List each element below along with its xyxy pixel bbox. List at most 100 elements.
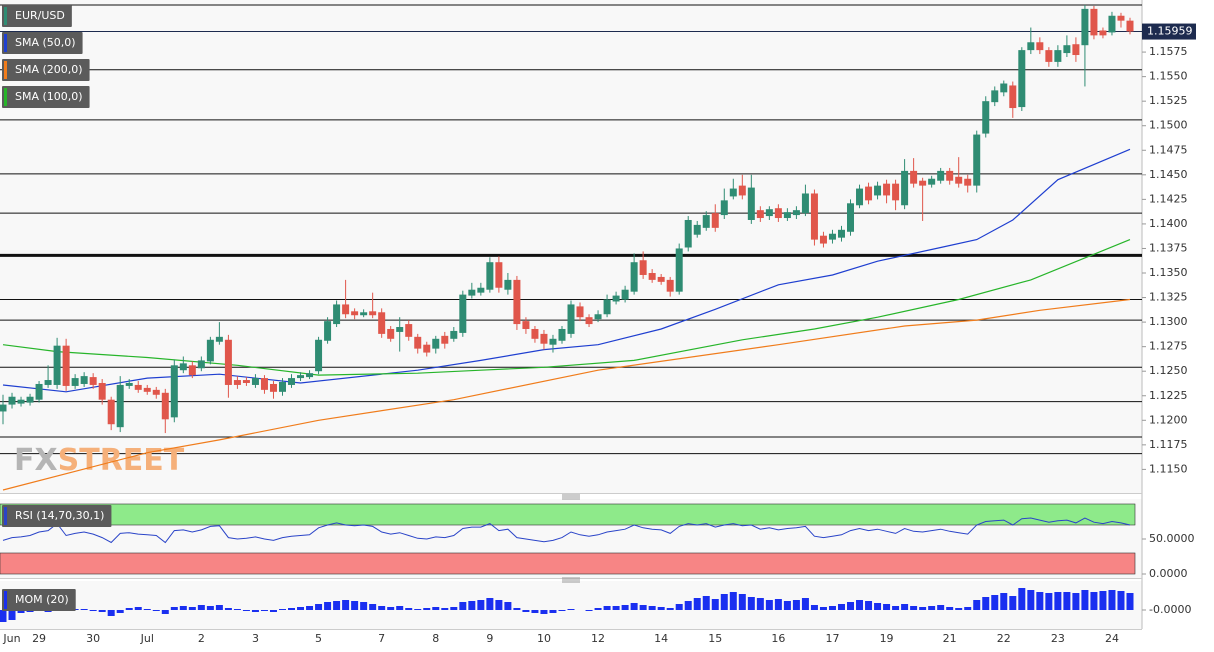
candle-body [414, 336, 422, 349]
candle-body [865, 186, 873, 201]
legend-box [2, 32, 83, 54]
x-tick-label: 29 [32, 632, 46, 645]
mom-bar [1063, 592, 1071, 610]
mom-bar [143, 609, 151, 610]
mom-bar [215, 605, 223, 610]
mom-bar [495, 600, 503, 610]
legend-box [2, 589, 76, 611]
mom-bar [648, 606, 656, 610]
mom-bar [937, 605, 945, 610]
candle-body [657, 276, 665, 282]
mom-bar [315, 604, 323, 610]
mom-bar [504, 602, 512, 610]
candle-body [522, 321, 530, 329]
y-tick-label: 1.1500 [1149, 119, 1188, 132]
x-tick-label: 30 [86, 632, 100, 645]
mom-bar [982, 597, 990, 610]
sma-line [2, 148, 1131, 393]
mom-bar [1072, 593, 1080, 610]
candle-body [1036, 42, 1044, 51]
candle-body [486, 262, 494, 290]
mom-bar [8, 610, 16, 620]
candle-body [224, 339, 232, 385]
candle-body [360, 312, 368, 316]
mom-bar [324, 602, 332, 610]
mom-bar [955, 608, 963, 610]
mom-bar [756, 598, 764, 610]
mom-bar [847, 602, 855, 610]
legend-label: SMA (200,0) [15, 63, 83, 76]
mom-bar [1090, 592, 1098, 610]
resize-handle[interactable] [562, 577, 580, 583]
candle-body [260, 378, 268, 390]
candle-body [576, 306, 584, 318]
candle-body [774, 208, 782, 219]
mom-bar [468, 601, 476, 610]
candle-body [405, 324, 413, 337]
candle-body [910, 170, 918, 184]
mom-bar [1018, 588, 1026, 610]
sma-line [2, 298, 1131, 491]
candle-body [152, 389, 160, 395]
overbought-band [0, 503, 1136, 526]
mom-bar [477, 600, 485, 610]
legend-label: EUR/USD [15, 9, 65, 22]
candle-body [720, 200, 728, 216]
legend-swatch [4, 7, 7, 25]
candle-body [892, 183, 900, 201]
mom-bar [1000, 593, 1008, 610]
candle-body [459, 294, 467, 333]
mom-bar [747, 597, 755, 610]
mom-bar [297, 607, 305, 610]
mom-bar [928, 606, 936, 610]
mom-bar [603, 606, 611, 610]
mom-bar [486, 598, 494, 610]
mom-bar [810, 605, 818, 610]
mom-bar [116, 610, 124, 613]
legend-box [2, 5, 72, 27]
candle-body [1063, 45, 1071, 54]
mom-bar [251, 610, 259, 612]
mom-bar [278, 609, 286, 610]
mom-bar [973, 600, 981, 610]
mom-bar [1108, 590, 1116, 610]
candle-body [828, 233, 836, 240]
candle-body [324, 321, 332, 341]
mom-bar [378, 606, 386, 610]
mom-panel [0, 581, 1142, 629]
mom-bar [621, 605, 629, 610]
candle-body [612, 295, 620, 302]
mom-bar [783, 601, 791, 610]
candle-body [179, 363, 187, 371]
candle-body [369, 311, 377, 316]
y-tick-label: 1.1375 [1149, 241, 1188, 254]
mom-bar [414, 609, 422, 610]
mom-bar [765, 600, 773, 610]
candle-body [937, 170, 945, 181]
candle-body [98, 382, 106, 400]
y-tick-label: 1.1450 [1149, 168, 1188, 181]
mom-bar [369, 604, 377, 610]
legend-label: MOM (20) [15, 593, 69, 606]
mom-bar [98, 610, 106, 612]
mom-bar [125, 608, 133, 610]
x-tick-label: Jun [2, 632, 20, 645]
resize-handle[interactable] [562, 494, 580, 500]
mom-bar [333, 601, 341, 610]
x-tick-label: 10 [537, 632, 551, 645]
mom-bar [450, 607, 458, 610]
candle-body [1108, 15, 1116, 33]
candle-body [973, 134, 981, 186]
candle-body [531, 328, 539, 339]
candle-body [1009, 85, 1017, 109]
mom-bar [919, 607, 927, 610]
candle-body [729, 188, 737, 197]
mom-bar [792, 600, 800, 610]
mom-bar [531, 610, 539, 613]
candle-body [964, 178, 972, 186]
mom-bar [585, 610, 593, 611]
candle-body [233, 380, 241, 385]
candle-body [567, 304, 575, 334]
mom-bar [179, 606, 187, 610]
candle-body [342, 304, 350, 315]
